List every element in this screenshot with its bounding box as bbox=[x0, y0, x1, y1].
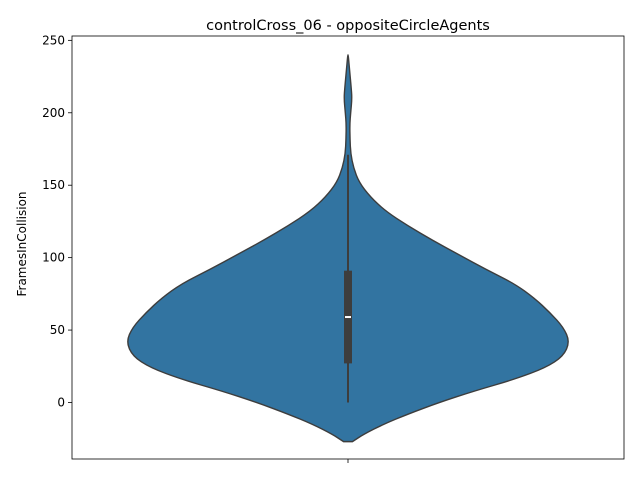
chart-title: controlCross_06 - oppositeCircleAgents bbox=[206, 18, 490, 34]
y-tick-label: 0 bbox=[57, 396, 65, 410]
y-axis-label: FramesInCollision bbox=[15, 191, 29, 296]
y-tick-label: 100 bbox=[42, 251, 65, 265]
y-tick-label: 250 bbox=[42, 33, 65, 47]
y-tick-label: 50 bbox=[50, 323, 65, 337]
axes: 0 50 100 150 200 250 bbox=[42, 33, 625, 463]
plot-area bbox=[127, 54, 569, 443]
y-tick-label: 200 bbox=[42, 106, 65, 120]
y-tick-label: 150 bbox=[42, 178, 65, 192]
